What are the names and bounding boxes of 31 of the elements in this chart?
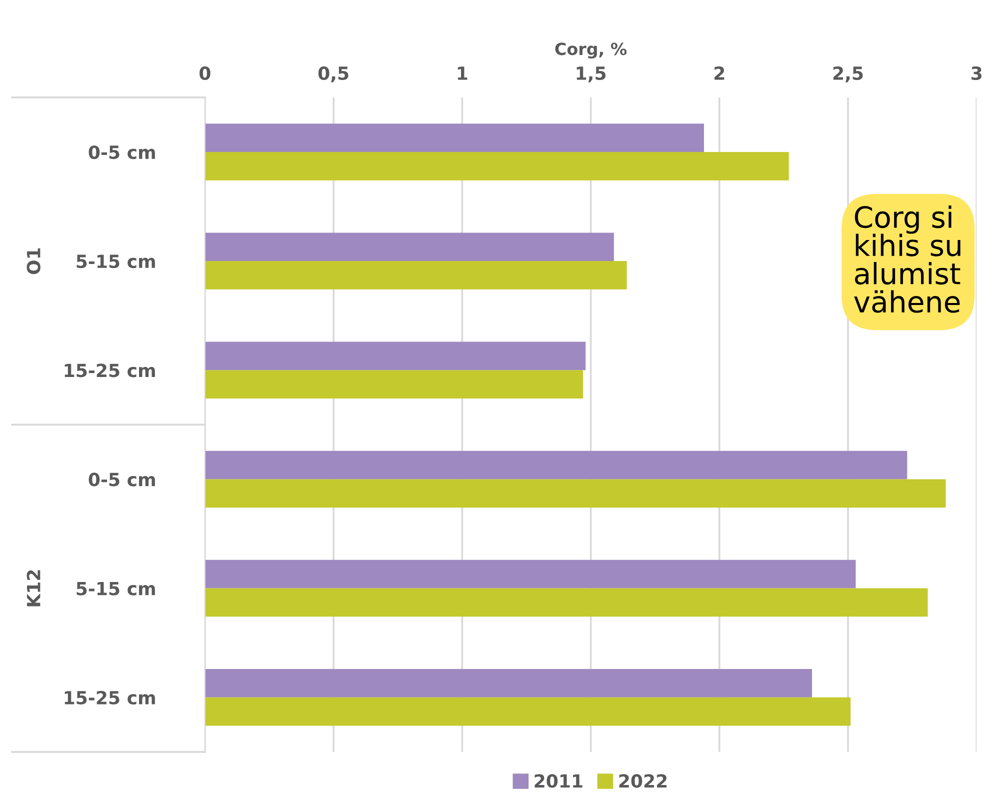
y-tick-label: 15-25 cm (64, 690, 155, 704)
bar (204, 450, 908, 480)
y-tick-label: 0-5 cm (88, 472, 155, 486)
x-tick-label: 1 (458, 66, 468, 80)
annotation: Corg si kihis su alumist vähene (854, 206, 960, 313)
y-tick-label: 0-5 cm (88, 145, 155, 160)
bar (204, 697, 851, 726)
bar (204, 342, 586, 370)
x-tick-label: 2,5 (833, 66, 863, 82)
x-axis-title: Corg, % (555, 42, 627, 59)
bar (204, 560, 856, 588)
bar (204, 232, 614, 262)
bar (204, 479, 946, 508)
bar (204, 370, 584, 398)
x-tick-label: 1,5 (576, 66, 606, 82)
legend-label: 2022 (619, 774, 667, 788)
x-tick-label: 3 (972, 66, 982, 80)
x-tick-label: 0 (200, 66, 210, 80)
y-tick-label: 5-15 cm (76, 582, 155, 596)
x-tick-label: 0,5 (318, 66, 348, 82)
x-tick-label: 2 (714, 66, 724, 80)
bar (204, 152, 789, 180)
y-tick-label: 5-15 cm (76, 254, 155, 268)
bar (204, 124, 704, 152)
bar (204, 261, 627, 290)
text: O1 (26, 248, 40, 274)
bar (204, 669, 812, 698)
text: K12 (26, 570, 40, 606)
y-tick-label: 15-25 cm (64, 364, 155, 378)
bar (204, 588, 928, 617)
legend-label: 2011 (534, 774, 582, 788)
